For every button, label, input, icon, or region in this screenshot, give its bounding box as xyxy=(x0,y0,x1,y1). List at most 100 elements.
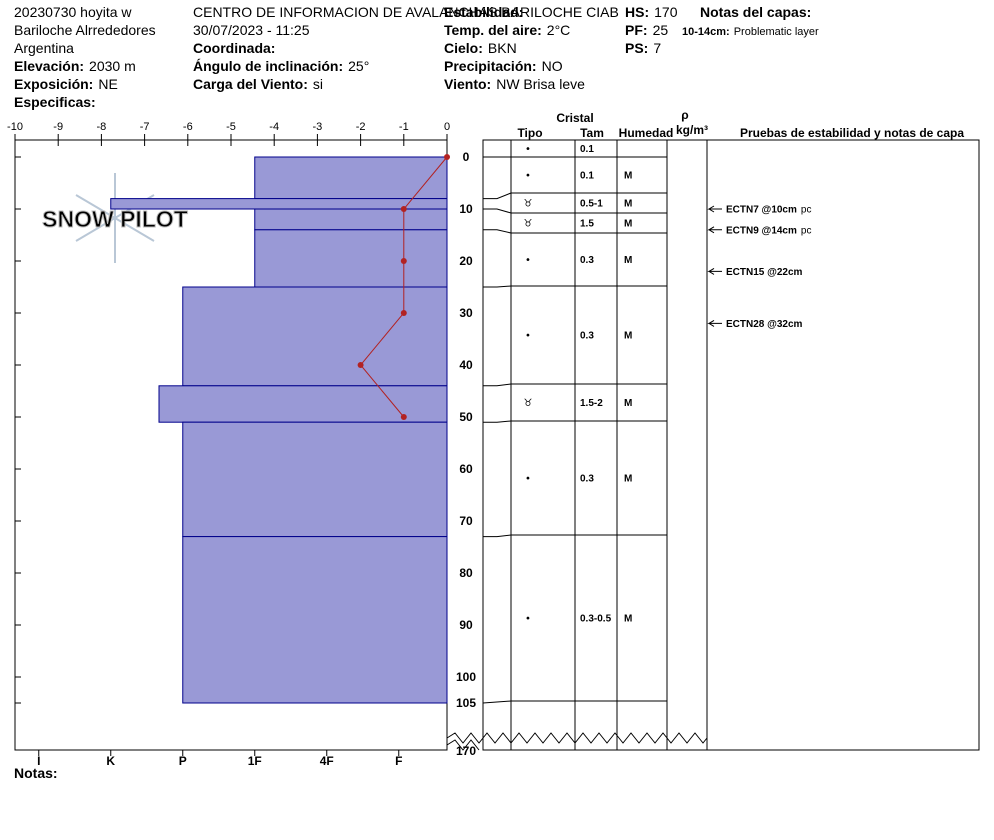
temp-tick-label: 0 xyxy=(444,121,450,133)
hardness-bar xyxy=(182,536,448,704)
depth-tick-label: 30 xyxy=(459,306,473,320)
hardness-bar xyxy=(182,421,448,538)
depth-tick-label: 80 xyxy=(459,566,473,580)
header-text: 20230730 hoyita w xyxy=(14,4,132,20)
field-value: si xyxy=(313,76,323,92)
moisture: M xyxy=(624,199,632,210)
layer-connector xyxy=(483,229,512,234)
notes-label: Notas: xyxy=(14,765,58,781)
temp-tick-label: -4 xyxy=(269,121,279,133)
field-value: 7 xyxy=(653,40,661,56)
grain-type: • xyxy=(525,331,531,342)
depth-tick-label: 20 xyxy=(459,254,473,268)
layer-connector xyxy=(483,420,512,423)
temp-tick-label: -10 xyxy=(7,121,23,133)
depth-tick-label: 70 xyxy=(459,514,473,528)
header-text: CENTRO DE INFORMACION DE AVALANCHAS BARI… xyxy=(193,4,619,20)
header-field: PS: 7 xyxy=(625,40,661,56)
header-field: Elevación: 2030 m xyxy=(14,58,136,74)
temperature-point xyxy=(444,154,450,160)
moisture: M xyxy=(624,331,632,342)
table-header: ρ xyxy=(681,108,688,122)
field-value: 25 xyxy=(653,22,669,38)
header-field: Cielo: BKN xyxy=(444,40,517,56)
layer-connector xyxy=(483,383,512,387)
depth-tick-label: 90 xyxy=(459,618,473,632)
temperature-point xyxy=(400,258,407,264)
grain-type: ♉ xyxy=(524,398,533,409)
field-label: Coordinada: xyxy=(193,40,275,56)
temp-tick-label: -3 xyxy=(313,121,323,133)
moisture: M xyxy=(624,614,632,625)
header-field: Precipitación: NO xyxy=(444,58,563,74)
header-text: 30/07/2023 - 11:25 xyxy=(193,22,310,38)
header-field: Especificas: xyxy=(14,94,96,110)
field-value: NE xyxy=(98,76,117,92)
field-value: BKN xyxy=(488,40,517,56)
field-label: Elevación: xyxy=(14,58,84,74)
hardness-tick-label: F xyxy=(395,754,402,768)
moisture: M xyxy=(624,255,632,266)
field-value: NW Brisa leve xyxy=(496,76,585,92)
grain-size: 0.3 xyxy=(580,474,594,485)
header-field: Coordinada: xyxy=(193,40,275,56)
field-label: Temp. del aire: xyxy=(444,22,542,38)
temperature-point xyxy=(400,414,407,420)
hardness-bar xyxy=(254,229,448,288)
logo: SNOW PILOT xyxy=(42,206,188,232)
field-label: Estabilidad: xyxy=(444,4,523,20)
temp-tick-label: -8 xyxy=(97,121,107,133)
hardness-tick-label: 1F xyxy=(248,754,262,768)
temp-tick-label: -7 xyxy=(140,121,150,133)
note-value: Problematic layer xyxy=(734,26,819,38)
layer-connector xyxy=(483,285,512,288)
hardness-bar xyxy=(158,385,448,423)
header-field: Carga del Viento: si xyxy=(193,76,323,92)
grain-type: ♉ xyxy=(524,219,533,230)
header-field: PF: 25 xyxy=(625,22,668,38)
hardness-tick-label: P xyxy=(179,754,187,768)
grain-type: • xyxy=(525,144,531,155)
hardness-tick-label: K xyxy=(106,754,115,768)
field-value: 25° xyxy=(348,58,369,74)
grain-size: 0.3 xyxy=(580,255,594,266)
table-header: Cristal xyxy=(556,111,593,125)
field-value: 2°C xyxy=(547,22,571,38)
table-header: kg/m³ xyxy=(676,123,708,137)
depth-tick-label: 40 xyxy=(459,358,473,372)
layer-note: 10-14cm: Problematic layer xyxy=(682,26,819,38)
depth-tick-label: 100 xyxy=(456,670,476,684)
header-text: Bariloche Alrrededores xyxy=(14,22,156,38)
header-field: Viento: NW Brisa leve xyxy=(444,76,585,92)
field-value: NO xyxy=(542,58,563,74)
field-label: PS: xyxy=(625,40,648,56)
grain-size: 0.1 xyxy=(580,171,594,182)
test-arrow xyxy=(707,205,722,213)
note-label: 10-14cm: xyxy=(682,26,730,38)
temp-tick-label: -1 xyxy=(399,121,409,133)
hardness-bar xyxy=(254,156,448,200)
field-value: 170 xyxy=(654,4,678,20)
moisture: M xyxy=(624,398,632,409)
hardness-bar xyxy=(254,208,448,231)
depth-tick-label: 60 xyxy=(459,462,473,476)
hardness-tick-label: 4F xyxy=(320,754,334,768)
field-value: 2030 m xyxy=(89,58,136,74)
table-header: Humedad xyxy=(619,126,674,140)
hardness-tick-label: I xyxy=(37,754,40,768)
temp-tick-label: -6 xyxy=(183,121,193,133)
layer-connector xyxy=(482,700,512,704)
test-arrow xyxy=(707,319,722,327)
table-header: Tipo xyxy=(517,126,542,140)
grain-type: • xyxy=(525,255,531,266)
temp-tick-label: -9 xyxy=(53,121,63,133)
test-label: ECTN28 @32cm xyxy=(726,319,803,330)
test-note: pc xyxy=(801,205,812,216)
header-field: Ángulo de inclinación: 25° xyxy=(193,58,369,74)
depth-tick-label: 105 xyxy=(456,696,476,710)
depth-tick-label: 170 xyxy=(456,744,476,758)
test-note: pc xyxy=(801,225,812,236)
field-label: PF: xyxy=(625,22,648,38)
grain-type: • xyxy=(525,171,531,182)
